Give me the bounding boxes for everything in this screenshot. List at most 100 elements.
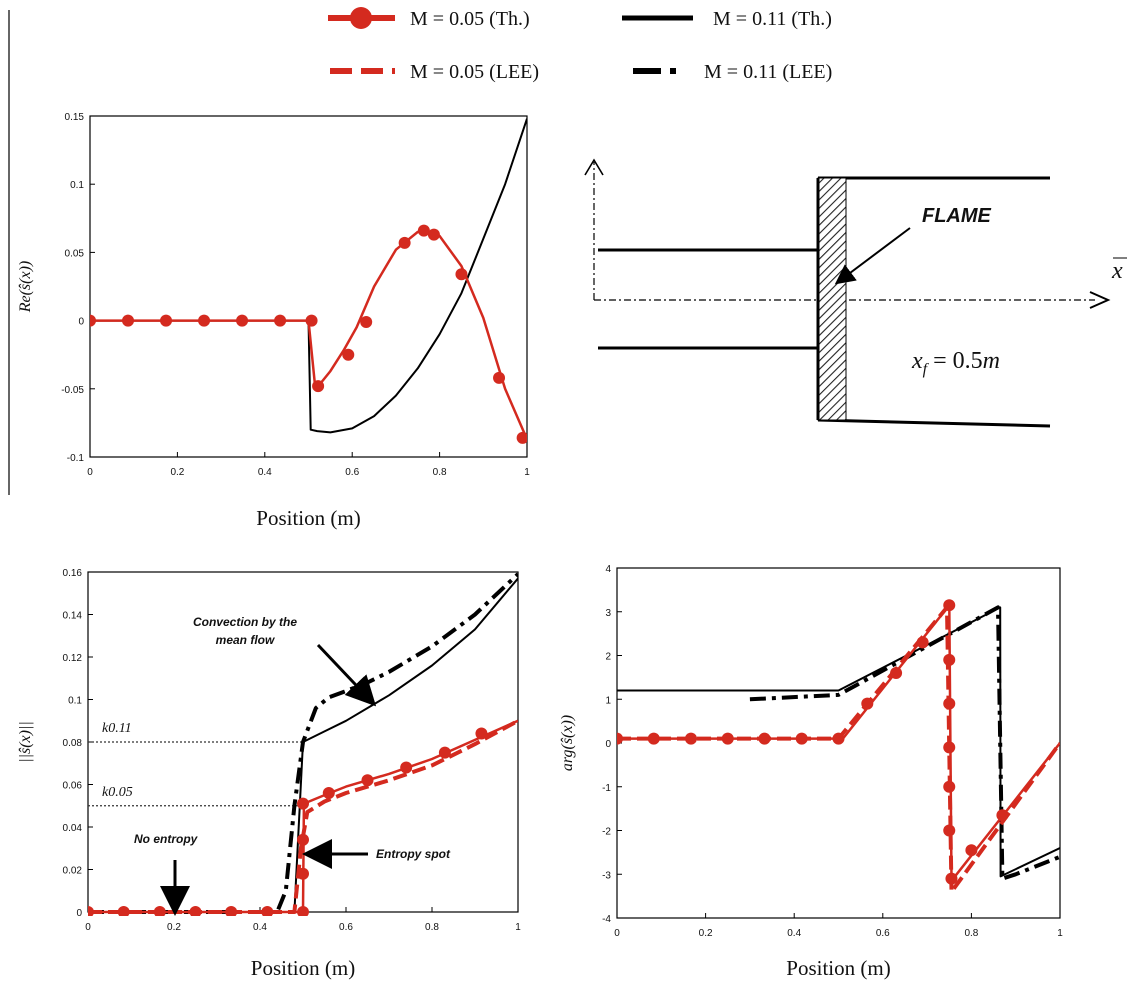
- reference-line-label: k0.05: [102, 785, 133, 800]
- reference-line-label: k0.11: [102, 721, 132, 736]
- series-marker: [795, 732, 808, 745]
- series-marker: [996, 809, 1009, 822]
- series-marker: [90, 314, 96, 327]
- y-tick-label: 0: [76, 908, 82, 919]
- legend-label: M = 0.05 (Th.): [410, 8, 530, 30]
- series-marker: [160, 314, 173, 327]
- series-marker: [965, 844, 978, 857]
- series-marker: [890, 667, 903, 679]
- series-marker: [684, 732, 697, 745]
- x-tick-label: 1: [515, 922, 521, 933]
- annotation-arrow: [316, 643, 377, 707]
- x-tick-label: 0.4: [258, 467, 272, 478]
- x-axis-label: Position (m): [256, 506, 360, 530]
- plot-frame: [89, 115, 528, 458]
- y-axis-label: ||ŝ(x)||: [17, 721, 34, 763]
- x-tick-label: 0.8: [433, 467, 447, 478]
- x-axis-label: Position (m): [251, 956, 355, 980]
- series-line: [617, 605, 1060, 894]
- series-line: [90, 118, 527, 434]
- y-tick-label: 2: [605, 652, 611, 663]
- y-tick-label: 0.16: [63, 568, 83, 579]
- series-marker: [117, 906, 130, 916]
- series-marker: [360, 315, 373, 328]
- series-marker: [305, 314, 318, 327]
- series-marker: [361, 774, 374, 787]
- series-marker: [297, 797, 309, 810]
- series-marker: [945, 872, 958, 885]
- series-marker: [225, 906, 238, 916]
- x-axis-label: Position (m): [786, 956, 890, 980]
- y-axis-label: arg(ŝ(x)): [559, 715, 576, 771]
- x-tick-label: 0.4: [787, 928, 801, 939]
- plot-re: 0 0.2 0.4 0.6 0.8 1 -0.1 -0.05 0 0.05 0.1 0.15 Posit…: [17, 112, 530, 530]
- y-tick-label: 0.02: [63, 866, 83, 877]
- x-tick-label: 0.6: [345, 467, 359, 478]
- x-tick-label: 0.6: [876, 928, 890, 939]
- duct-lower-outlet-wall: [817, 418, 1051, 428]
- series-line: [617, 606, 1060, 878]
- legend-item-m005-th: M = 0.05 (Th.): [328, 7, 530, 30]
- flame-label: FLAME: [922, 205, 992, 227]
- series-marker: [438, 746, 451, 759]
- flame-pointer-arrow: [834, 227, 911, 285]
- series-marker: [455, 268, 468, 281]
- series-marker: [916, 636, 929, 649]
- series-marker: [322, 787, 335, 799]
- series-marker: [943, 599, 956, 612]
- y-tick-label: 0.04: [63, 823, 83, 834]
- plot-arg: 0 0.2 0.4 0.6 0.8 1 -4 -3 -2 -1 0 1 2 3 4 Position (m) a…: [559, 564, 1063, 980]
- diagram-vertical-arrowhead: [584, 158, 604, 176]
- y-tick-label: 0.12: [63, 653, 83, 664]
- y-tick-label: -0.05: [61, 385, 84, 396]
- series-marker: [647, 732, 660, 745]
- series-marker: [943, 824, 956, 837]
- series-marker: [297, 833, 309, 846]
- series-marker: [342, 348, 355, 361]
- series-marker: [274, 314, 287, 327]
- series-marker: [312, 380, 325, 393]
- y-axis-label: Re(ŝ(x)): [17, 261, 34, 314]
- series-marker: [189, 906, 202, 916]
- series-marker: [475, 727, 488, 740]
- y-tick-label: 3: [605, 608, 611, 619]
- y-tick-label: -3: [602, 870, 611, 881]
- legend-label: M = 0.11 (LEE): [704, 61, 832, 83]
- series-marker: [943, 741, 956, 754]
- x-tick-label: 1: [524, 467, 530, 478]
- y-tick-label: 0.1: [68, 696, 82, 707]
- series-marker: [943, 780, 956, 793]
- diagram-axis-label: x: [1111, 258, 1123, 284]
- series-marker: [758, 732, 771, 745]
- series-marker: [153, 906, 166, 916]
- series-marker: [261, 906, 274, 916]
- annotation-label: No entropy: [134, 832, 199, 846]
- y-tick-label: -1: [602, 783, 611, 794]
- y-tick-label: 0: [605, 739, 611, 750]
- y-tick-label: 0.15: [65, 112, 85, 123]
- series-marker: [236, 314, 249, 327]
- series-marker: [493, 371, 506, 384]
- series-marker: [943, 653, 956, 666]
- legend-item-m011-lee: M = 0.11 (LEE): [633, 61, 832, 83]
- y-tick-label: 4: [605, 564, 611, 575]
- series-marker: [417, 224, 430, 237]
- series-marker: [617, 732, 623, 745]
- series-marker: [861, 697, 874, 710]
- y-tick-label: 0.05: [65, 248, 85, 259]
- annotation-label: Convection by the mean flow: [193, 615, 297, 647]
- diagram-horizontal-arrowhead: [1089, 291, 1111, 309]
- series-marker: [398, 236, 411, 249]
- y-tick-label: 0.14: [63, 611, 83, 622]
- legend-item-m005-lee: M = 0.05 (LEE): [330, 61, 539, 83]
- series-marker: [198, 314, 211, 327]
- series-marker: [721, 732, 734, 745]
- series-marker: [122, 314, 135, 327]
- legend-item-m011-th: M = 0.11 (Th.): [622, 8, 832, 30]
- annotation-label: Entropy spot: [376, 847, 451, 861]
- x-tick-label: 0.2: [170, 467, 184, 478]
- flame-position-label: xf = 0.5m: [911, 348, 1000, 378]
- flame-region: [817, 177, 847, 421]
- y-tick-label: -4: [602, 914, 611, 925]
